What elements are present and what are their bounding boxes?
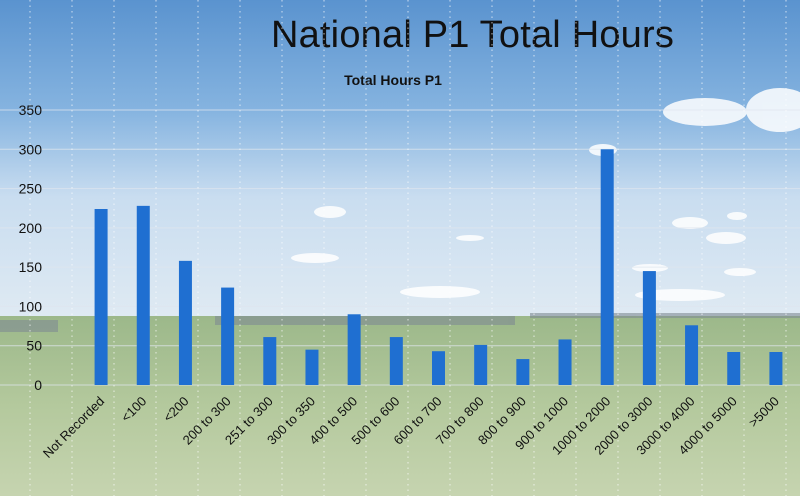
- y-tick-label: 350: [19, 102, 43, 118]
- bar: [263, 337, 277, 385]
- y-tick-label: 150: [19, 259, 43, 275]
- y-axis: 0 50 100 150 200 250 300 350: [19, 102, 43, 393]
- bar: [516, 359, 530, 385]
- bar: [474, 344, 488, 385]
- bar: [558, 339, 572, 385]
- y-tick-label: 100: [19, 298, 43, 314]
- bar: [178, 260, 192, 385]
- bars: [94, 149, 783, 385]
- chart-title: Total Hours P1: [344, 72, 442, 88]
- bar: [685, 325, 699, 385]
- bar: [94, 209, 108, 385]
- y-tick-label: 50: [26, 338, 42, 354]
- bar: [221, 287, 235, 385]
- x-tick-label: Not Recorded: [40, 394, 107, 461]
- bar: [727, 352, 741, 385]
- x-tick-label: >5000: [746, 394, 782, 430]
- bar: [769, 352, 783, 385]
- bar: [305, 349, 319, 385]
- slide-title: National P1 Total Hours: [270, 14, 675, 56]
- bar: [347, 314, 361, 385]
- bar: [642, 271, 656, 385]
- y-tick-label: 200: [19, 220, 43, 236]
- bar: [136, 205, 150, 385]
- y-tick-label: 0: [34, 377, 42, 393]
- x-tick-label: <100: [118, 394, 149, 425]
- bar: [389, 337, 403, 385]
- cloud-shapes: [291, 88, 800, 301]
- distant-objects: [0, 313, 800, 332]
- y-tick-label: 250: [19, 181, 43, 197]
- x-tick-label: <200: [160, 394, 191, 425]
- bar: [432, 351, 445, 385]
- bar: [600, 149, 614, 385]
- y-tick-label: 300: [19, 141, 43, 157]
